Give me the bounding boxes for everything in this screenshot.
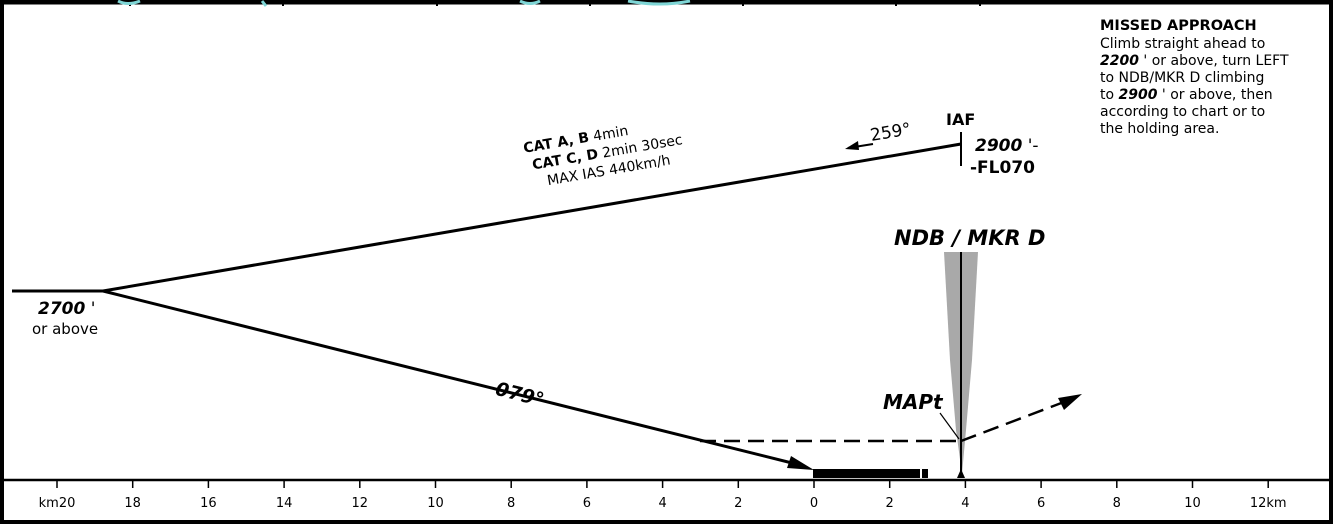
- missed-approach-alt-1: 2200: [1100, 53, 1139, 69]
- iaf-altitude-value: 2900: [975, 136, 1023, 156]
- outbound-arrowhead: [845, 141, 859, 150]
- distance-label: 4: [658, 496, 667, 511]
- missed-approach-line-1: Climb straight ahead to: [1100, 36, 1266, 52]
- distance-label: 6: [1036, 496, 1046, 511]
- distance-ticks: [56, 480, 1269, 488]
- ndb-label: NDB / MKR D: [894, 226, 1046, 250]
- runway-end-marker: [922, 469, 928, 478]
- distance-label: 6: [582, 496, 592, 511]
- runway: [813, 469, 920, 478]
- missed-approach-title: MISSED APPROACH: [1100, 18, 1257, 34]
- missed-approach-line-2-rest: ' or above, turn LEFT: [1138, 53, 1289, 69]
- distance-label: 10: [427, 496, 444, 511]
- iaf-altitude-bottom: -FL070: [970, 158, 1035, 178]
- iaf-altitude-suffix: '-: [1022, 136, 1039, 156]
- distance-label: 10: [1184, 496, 1201, 511]
- missed-approach-line-2: 2200 ' or above, turn LEFT: [1100, 53, 1325, 70]
- distance-label: 14: [275, 496, 293, 511]
- missed-approach-line-6: the holding area.: [1100, 121, 1220, 137]
- missed-approach-alt-2: 2900: [1118, 87, 1158, 103]
- turn-point-altitude: 2700 ': [38, 301, 95, 318]
- outbound-leg: [102, 142, 962, 293]
- turn-point-note: or above: [32, 320, 99, 338]
- distance-label: 2: [885, 496, 894, 511]
- missed-approach-line-4-rest: ' or above, then: [1157, 87, 1273, 103]
- distance-label: 0: [809, 496, 819, 511]
- missed-approach-panel: MISSED APPROACH Climb straight ahead to …: [1100, 18, 1325, 138]
- mapt-label: MAPt: [883, 390, 943, 414]
- distance-label: 4: [961, 496, 970, 511]
- top-strip-cyan-fragments: [117, 0, 691, 7]
- distance-label: 18: [124, 496, 141, 511]
- distance-label: 2: [734, 496, 743, 511]
- missed-approach-line-4-pre: to: [1100, 87, 1119, 103]
- top-strip-fragments: [129, 0, 981, 6]
- distance-label: 12: [351, 496, 369, 511]
- iaf-label: IAF: [946, 110, 976, 129]
- missed-approach-line-5: according to chart or to: [1100, 104, 1266, 120]
- missed-approach-climb-dashed: [960, 400, 1065, 443]
- mapt-leader: [939, 412, 960, 440]
- turn-point-alt-suffix: ': [85, 299, 96, 319]
- distance-label: 8: [1112, 496, 1121, 511]
- distance-label: 16: [200, 496, 217, 511]
- missed-approach-arrowhead: [1058, 394, 1082, 410]
- inbound-arrowhead: [787, 456, 814, 470]
- distance-label: 8: [507, 496, 516, 511]
- turn-point-alt-value: 2700: [38, 299, 86, 319]
- inbound-leg: [102, 289, 801, 467]
- missed-approach-line-3: to NDB/MKR D climbing: [1100, 70, 1265, 86]
- distance-label: km20: [38, 496, 76, 511]
- distance-label: 12km: [1249, 496, 1287, 511]
- missed-approach-line-4: to 2900 ' or above, then: [1100, 87, 1325, 104]
- iaf-altitude-top: 2900 '-: [975, 138, 1039, 155]
- mapt-ground-marker: [957, 469, 965, 478]
